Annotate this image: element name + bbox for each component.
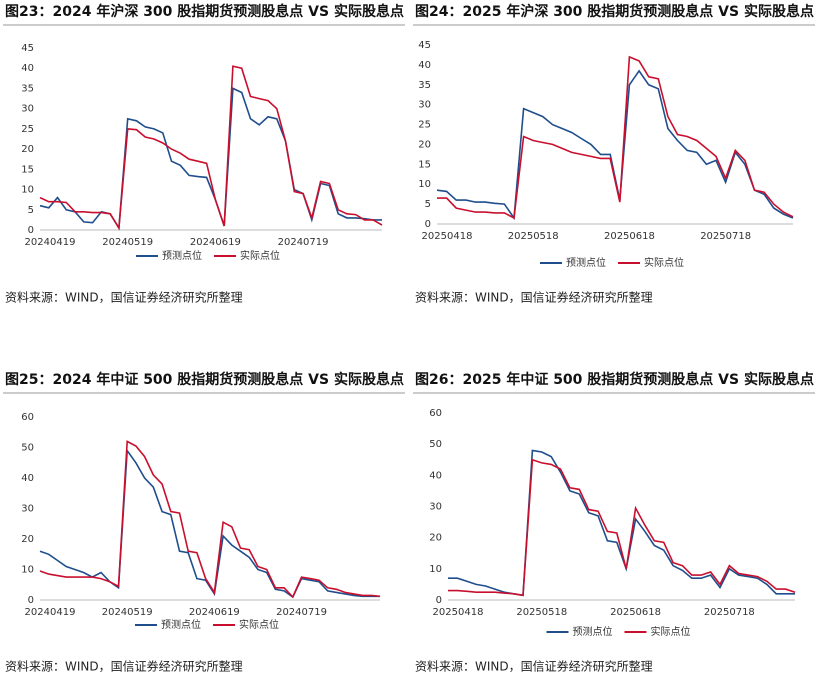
x-tick-label: 20250418 [433, 607, 484, 618]
y-tick-label: 20 [418, 139, 431, 150]
x-tick-label: 20250718 [704, 607, 755, 618]
y-tick-label: 10 [429, 564, 442, 575]
y-tick-label: 15 [418, 159, 431, 170]
source-note: 资料来源：WIND，国信证券经济研究所整理 [415, 290, 653, 305]
chart-title: 图23：2024 年沪深 300 股指期货预测股息点 VS 实际股息点 [5, 3, 404, 20]
x-tick-label: 20250618 [604, 231, 655, 242]
legend-label: 实际点位 [644, 256, 684, 269]
x-tick-label: 20240519 [102, 237, 153, 248]
series-line [39, 65, 383, 231]
y-tick-label: 0 [436, 595, 442, 606]
y-tick-label: 50 [21, 443, 34, 454]
source-note: 资料来源：WIND，国信证券经济研究所整理 [5, 659, 243, 674]
legend-label: 预测点位 [162, 249, 202, 262]
y-tick-label: 0 [28, 595, 34, 606]
y-tick-label: 35 [418, 80, 431, 91]
y-tick-label: 45 [21, 43, 34, 54]
x-tick-label: 20240419 [25, 607, 76, 618]
x-tick-label: 20250518 [508, 231, 559, 242]
x-tick-label: 20240719 [276, 607, 327, 618]
y-tick-label: 10 [418, 179, 431, 190]
series-line [39, 87, 382, 231]
y-tick-label: 60 [21, 412, 34, 423]
x-tick-label: 20250518 [516, 607, 567, 618]
series-line [436, 69, 794, 221]
y-tick-label: 30 [21, 104, 34, 115]
x-tick-label: 20240619 [190, 237, 241, 248]
legend-label: 实际点位 [651, 625, 691, 638]
y-tick-label: 0 [425, 219, 431, 230]
x-tick-label: 20240519 [102, 607, 153, 618]
y-tick-label: 5 [28, 205, 34, 216]
legend-label: 实际点位 [239, 618, 279, 631]
chart-title: 图24：2025 年沪深 300 股指期货预测股息点 VS 实际股息点 [415, 3, 814, 20]
x-tick-label: 20250418 [422, 231, 473, 242]
y-tick-label: 15 [21, 164, 34, 175]
legend-label: 实际点位 [240, 249, 280, 262]
y-tick-label: 50 [429, 439, 442, 450]
x-tick-label: 20250718 [700, 231, 751, 242]
y-tick-label: 40 [418, 60, 431, 71]
y-tick-label: 20 [21, 534, 34, 545]
y-tick-label: 40 [21, 473, 34, 484]
source-note: 资料来源：WIND，国信证券经济研究所整理 [415, 659, 653, 674]
y-tick-label: 20 [429, 533, 442, 544]
y-tick-label: 30 [429, 502, 442, 513]
legend-label: 预测点位 [161, 618, 201, 631]
x-tick-label: 20250618 [610, 607, 661, 618]
y-tick-label: 10 [21, 185, 34, 196]
y-tick-label: 25 [418, 120, 431, 131]
legend-label: 预测点位 [573, 625, 613, 638]
source-note: 资料来源：WIND，国信证券经济研究所整理 [5, 290, 243, 305]
series-line [39, 440, 381, 599]
series-line [448, 458, 796, 597]
y-tick-label: 10 [21, 565, 34, 576]
y-tick-label: 5 [425, 199, 431, 210]
series-line [437, 55, 794, 220]
y-tick-label: 60 [429, 408, 442, 419]
y-tick-label: 40 [21, 63, 34, 74]
legend-label: 预测点位 [566, 256, 606, 269]
y-tick-label: 30 [418, 100, 431, 111]
x-tick-label: 20240419 [25, 237, 76, 248]
series-line [39, 448, 380, 599]
chart-title: 图26：2025 年中证 500 股指期货预测股息点 VS 实际股息点 [415, 371, 814, 388]
chart-title: 图25：2024 年中证 500 股指期货预测股息点 VS 实际股息点 [5, 371, 404, 388]
y-tick-label: 0 [28, 225, 34, 236]
y-tick-label: 40 [429, 470, 442, 481]
x-tick-label: 20240619 [189, 607, 240, 618]
y-tick-label: 20 [21, 144, 34, 155]
y-tick-label: 25 [21, 124, 34, 135]
y-tick-label: 30 [21, 504, 34, 515]
x-tick-label: 20240719 [278, 237, 329, 248]
y-tick-label: 35 [21, 83, 34, 94]
y-tick-label: 45 [418, 40, 431, 51]
